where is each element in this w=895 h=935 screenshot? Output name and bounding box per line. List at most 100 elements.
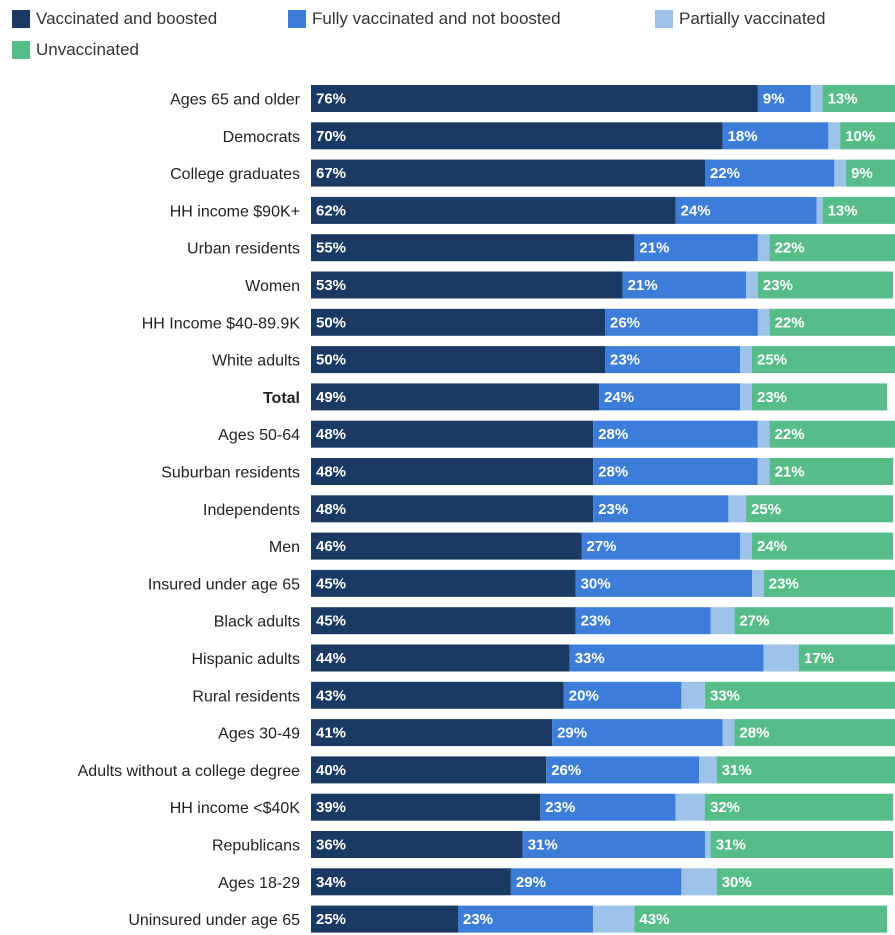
- bar-segment: [728, 495, 747, 523]
- data-label: 23%: [581, 613, 611, 630]
- bar-segment: [522, 831, 705, 858]
- data-label: 50%: [316, 352, 346, 369]
- data-label: 24%: [681, 202, 711, 219]
- data-label: 17%: [804, 650, 834, 667]
- data-label: 43%: [316, 687, 346, 704]
- data-label: 48%: [316, 464, 346, 481]
- category-label: HH income $90K+: [170, 203, 300, 220]
- data-label: 34%: [316, 874, 346, 891]
- bar-segment: [311, 271, 623, 299]
- data-label: 28%: [598, 426, 628, 443]
- bar-segment: [311, 607, 576, 635]
- bar-segment: [593, 458, 758, 485]
- bar-segment: [634, 905, 888, 933]
- data-label: 24%: [604, 389, 634, 406]
- bar-segment: [757, 234, 770, 262]
- legend-swatch: [288, 10, 306, 28]
- data-label: 44%: [316, 650, 346, 667]
- bar-segment: [675, 793, 705, 821]
- data-label: 26%: [551, 762, 581, 779]
- data-label: 25%: [751, 501, 781, 518]
- bar-segment: [810, 85, 823, 112]
- category-label: Suburban residents: [161, 465, 300, 482]
- bar-segment: [575, 569, 752, 597]
- data-label: 48%: [316, 426, 346, 443]
- bar-segment: [716, 868, 894, 896]
- bar-segment: [699, 756, 717, 784]
- category-label: Urban residents: [187, 241, 300, 258]
- data-label: 22%: [775, 426, 805, 443]
- category-label: Adults without a college degree: [78, 763, 300, 780]
- data-label: 28%: [598, 464, 628, 481]
- bar-segment: [311, 495, 594, 523]
- bar-segment: [675, 196, 817, 224]
- bar-segment: [705, 159, 835, 187]
- bar-segment: [757, 308, 770, 336]
- data-label: 33%: [575, 650, 605, 667]
- bar-segment: [311, 681, 564, 709]
- data-label: 18%: [728, 128, 758, 145]
- data-label: 29%: [557, 725, 587, 742]
- bar-segment: [757, 458, 770, 485]
- data-label: 20%: [569, 687, 599, 704]
- bar-segment: [563, 681, 682, 709]
- data-label: 48%: [316, 501, 346, 518]
- bar-segment: [763, 569, 895, 597]
- data-label: 67%: [316, 165, 346, 182]
- data-label: 21%: [639, 240, 669, 257]
- bar-segment: [769, 420, 895, 448]
- data-label: 55%: [316, 240, 346, 257]
- data-label: 39%: [316, 799, 346, 816]
- data-label: 41%: [316, 725, 346, 742]
- bar-segment: [311, 234, 635, 262]
- bar-segment: [740, 532, 752, 560]
- legend-item: Partially vaccinated: [655, 9, 825, 29]
- category-label: HH income <$40K: [170, 800, 301, 817]
- data-label: 33%: [710, 687, 740, 704]
- bar-segment: [575, 607, 711, 635]
- bar-segment: [311, 308, 605, 336]
- legend-swatch: [12, 10, 30, 28]
- category-label: Total: [263, 390, 300, 407]
- bar-segment: [311, 905, 458, 933]
- bar-segment: [593, 905, 635, 933]
- category-label: College graduates: [170, 166, 300, 183]
- category-label: Women: [245, 278, 300, 295]
- bar-segment: [593, 495, 729, 523]
- category-label: Ages 65 and older: [170, 92, 301, 109]
- data-label: 25%: [757, 352, 787, 369]
- bar-segment: [722, 719, 735, 747]
- bar-segment: [752, 532, 894, 560]
- bar-segment: [311, 159, 705, 187]
- data-label: 13%: [828, 91, 858, 108]
- category-label: Men: [269, 539, 300, 556]
- bar-segment: [311, 831, 523, 858]
- bar-segment: [710, 607, 735, 635]
- bar-segment: [311, 532, 582, 560]
- data-label: 45%: [316, 613, 346, 630]
- category-label: Ages 30-49: [218, 726, 300, 743]
- data-label: 28%: [739, 725, 769, 742]
- category-label: Republicans: [212, 838, 300, 855]
- bar-segment: [458, 905, 594, 933]
- category-label: White adults: [212, 353, 300, 370]
- data-label: 22%: [775, 240, 805, 257]
- bar-segment: [769, 234, 895, 262]
- category-label: Independents: [203, 502, 300, 519]
- bar-segment: [769, 308, 895, 336]
- data-label: 36%: [316, 837, 346, 854]
- bar-segment: [605, 308, 758, 336]
- legend: Vaccinated and boosted Fully vaccinated a…: [0, 0, 895, 66]
- bar-segment: [705, 793, 894, 821]
- data-label: 53%: [316, 277, 346, 294]
- data-label: 23%: [757, 389, 787, 406]
- bar-segment: [752, 383, 888, 411]
- data-label: 31%: [528, 837, 558, 854]
- bar-segment: [681, 681, 705, 709]
- bar-segment: [311, 196, 676, 224]
- data-label: 24%: [757, 538, 787, 555]
- data-label: 23%: [763, 277, 793, 294]
- bar-segment: [822, 196, 895, 224]
- category-label: Ages 18-29: [218, 875, 300, 892]
